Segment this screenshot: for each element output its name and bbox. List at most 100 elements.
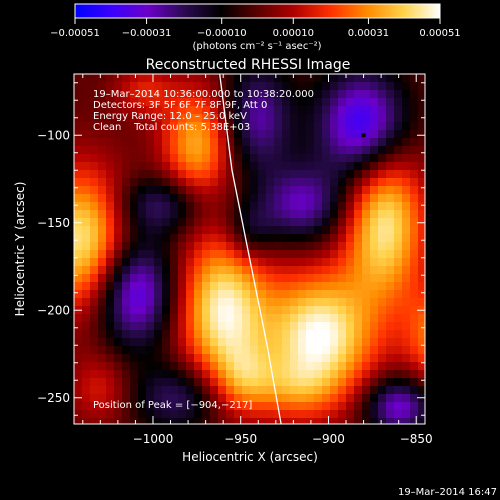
heatmap-cell [202,146,211,155]
heatmap-cell [170,210,179,219]
heatmap-cell [154,298,163,307]
heatmap-cell [250,386,259,395]
heatmap-cell [218,418,227,424]
heatmap-cell [410,306,419,315]
heatmap-cell [146,82,155,91]
heatmap-cell [162,290,171,299]
heatmap-cell [290,330,299,339]
heatmap-cell [338,154,347,163]
heatmap-cell [82,418,91,424]
heatmap-cell [298,410,307,419]
heatmap-cell [338,394,347,403]
heatmap-cell [370,354,379,363]
heatmap-cell [138,162,147,171]
heatmap-cell [266,90,275,99]
heatmap-cell [306,362,315,371]
heatmap-cell [418,194,425,203]
heatmap-cell [402,298,411,307]
heatmap-cell [418,210,425,219]
heatmap-cell [122,378,131,387]
heatmap-cell [138,74,147,83]
heatmap-cell [266,82,275,91]
heatmap-cell [410,234,419,243]
heatmap-cell [210,234,219,243]
heatmap-cell [378,330,387,339]
heatmap-cell [306,186,315,195]
heatmap-cell [330,306,339,315]
heatmap-cell [410,194,419,203]
heatmap-cell [386,130,395,139]
heatmap-cell [170,258,179,267]
heatmap-cell [210,266,219,275]
heatmap-cell [362,114,371,123]
heatmap-cell [242,202,251,211]
heatmap-cell [354,90,363,99]
heatmap-cell [370,282,379,291]
heatmap-cell [330,274,339,283]
heatmap-cell [266,170,275,179]
heatmap-cell [354,74,363,83]
heatmap-cell [178,154,187,163]
heatmap-cell [186,226,195,235]
heatmap-cell [266,274,275,283]
heatmap-cell [394,258,403,267]
heatmap-cell [346,338,355,347]
heatmap-cell [258,266,267,275]
heatmap-cell [146,362,155,371]
heatmap-cell [130,338,139,347]
heatmap-cell [354,338,363,347]
heatmap-cell [146,226,155,235]
heatmap-cell [290,274,299,283]
heatmap-cell [418,338,425,347]
heatmap-cell [218,386,227,395]
heatmap-cell [202,258,211,267]
heatmap-cell [378,170,387,179]
heatmap-cell [194,354,203,363]
heatmap-cell [226,362,235,371]
heatmap-cell [250,242,259,251]
heatmap-cell [138,234,147,243]
heatmap-cell [266,258,275,267]
heatmap-cell [130,74,139,83]
heatmap-cell [122,202,131,211]
heatmap-cell [146,402,155,411]
heatmap-cell [250,106,259,115]
heatmap-cell [226,210,235,219]
heatmap-cell [370,98,379,107]
heatmap-cell [378,362,387,371]
heatmap-cell [290,386,299,395]
heatmap-cell [266,418,275,424]
heatmap-cell [282,370,291,379]
heatmap-cell [122,354,131,363]
heatmap-cell [226,226,235,235]
heatmap-cell [162,226,171,235]
heatmap-cell [266,226,275,235]
heatmap-cell [306,258,315,267]
heatmap-cell [82,146,91,155]
heatmap-cell [314,122,323,131]
heatmap-cell [106,258,115,267]
heatmap-cell [402,354,411,363]
heatmap-cell [330,234,339,243]
heatmap-cell [162,234,171,243]
heatmap-cell [282,306,291,315]
heatmap-cell [410,90,419,99]
heatmap-cell [418,354,425,363]
heatmap-cell [242,178,251,187]
heatmap-cell [306,418,315,424]
heatmap-cell [138,170,147,179]
heatmap-cell [298,90,307,99]
heatmap-cell [218,370,227,379]
heatmap-cell [122,82,131,91]
heatmap-cell [154,362,163,371]
heatmap-cell [290,370,299,379]
heatmap-cell [90,74,99,83]
heatmap-cell [418,242,425,251]
heatmap-cell [194,306,203,315]
heatmap-cell [82,154,91,163]
heatmap-cell [146,258,155,267]
heatmap-cell [354,258,363,267]
heatmap-cell [298,146,307,155]
heatmap-cell [202,370,211,379]
